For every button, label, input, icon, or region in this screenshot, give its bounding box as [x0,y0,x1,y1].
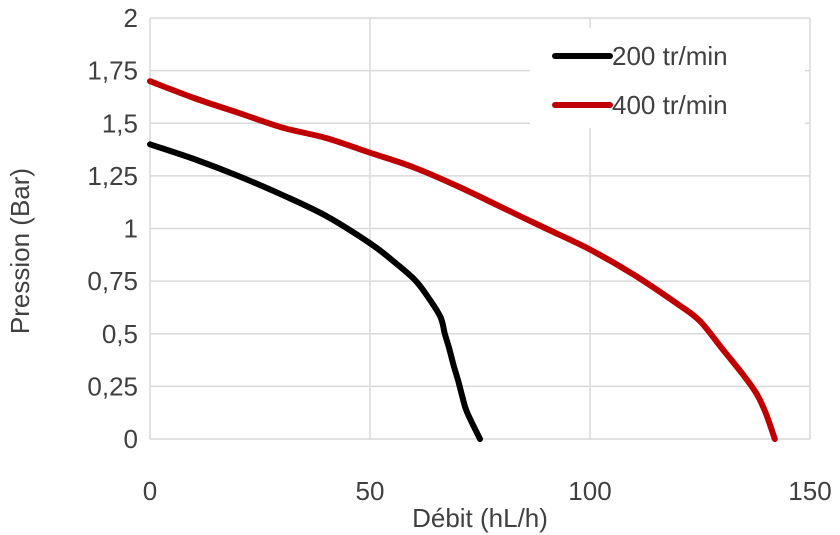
y-tick-label: 1,25 [87,161,138,191]
series-line-2 [147,78,778,442]
legend-label-series-2: 400 tr/min [612,90,728,120]
legend-background [530,28,805,128]
x-tick-label: 150 [788,476,831,506]
legend-label-series-1: 200 tr/min [612,41,728,71]
y-tick-label: 0 [124,424,138,454]
y-tick-label: 1,5 [102,108,138,138]
y-axis-title: Pression (Bar) [5,168,35,334]
x-axis-tick-labels: 0 50 100 150 [143,476,832,506]
series-line-1 [147,141,483,442]
y-tick-label: 0,5 [102,319,138,349]
y-tick-label: 1,75 [87,56,138,86]
x-tick-label: 50 [356,476,385,506]
y-tick-label: 2 [124,3,138,33]
y-tick-label: 0,25 [87,371,138,401]
x-tick-label: 0 [143,476,157,506]
x-tick-label: 100 [568,476,611,506]
series-lines [147,78,778,442]
chart-legend: 200 tr/min 400 tr/min [530,28,805,128]
x-axis-title: Débit (hL/h) [412,503,548,533]
y-tick-label: 0,75 [87,266,138,296]
y-axis-tick-labels: 0 0,25 0,5 0,75 1 1,25 1,5 1,75 2 [87,3,138,454]
y-tick-label: 1 [124,214,138,244]
